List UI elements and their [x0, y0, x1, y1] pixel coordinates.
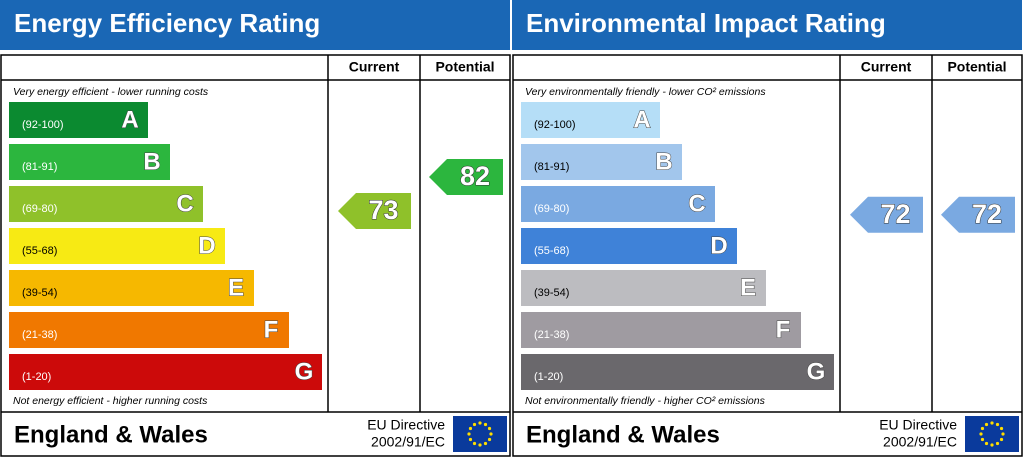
- rating-arrow: [429, 159, 503, 195]
- rating-arrow: [850, 196, 923, 233]
- band-range: (21-38): [22, 329, 57, 341]
- rating-value: 82: [460, 161, 490, 191]
- band-range: (81-91): [534, 161, 569, 173]
- band-letter: C: [688, 190, 705, 217]
- band-bar: [521, 354, 834, 390]
- eu-star: [487, 437, 492, 442]
- band-letter: F: [776, 316, 791, 343]
- band-letter: A: [633, 106, 650, 133]
- eu-star: [999, 437, 1004, 442]
- band-range: (39-54): [534, 287, 569, 299]
- band-range: (92-100): [22, 119, 64, 131]
- eu-star: [468, 437, 473, 442]
- eu-star: [472, 422, 477, 427]
- eu-star: [489, 432, 493, 436]
- eu-star: [999, 426, 1004, 431]
- rating-arrow: [338, 193, 411, 230]
- band-letter: F: [264, 316, 279, 343]
- column-header: Current: [861, 59, 912, 75]
- eu-star: [995, 422, 1000, 427]
- eu-star: [980, 437, 985, 442]
- eu-star: [979, 432, 983, 436]
- title-bar: [0, 0, 510, 50]
- band-letter: G: [807, 358, 826, 385]
- band-bar: [9, 312, 289, 348]
- column-header: Current: [349, 59, 400, 75]
- rating-value: 72: [880, 199, 910, 229]
- band-letter: B: [143, 148, 160, 175]
- band-letter: B: [655, 148, 672, 175]
- band-range: (69-80): [22, 203, 57, 215]
- footer-region: England & Wales: [14, 421, 208, 448]
- rating-value: 73: [368, 195, 398, 225]
- eu-star: [472, 441, 477, 446]
- eu-star: [980, 426, 985, 431]
- panel-title: Energy Efficiency Rating: [14, 8, 320, 38]
- band-bar: [9, 144, 170, 180]
- eu-star: [1001, 432, 1005, 436]
- panel: Environmental Impact Rating Current Potent…: [512, 0, 1023, 457]
- eu-star: [995, 441, 1000, 446]
- band-range: (1-20): [534, 371, 563, 383]
- bottom-note: Not environmentally friendly - higher CO…: [525, 395, 766, 407]
- rating-arrow: [941, 196, 1015, 233]
- band-bar: [521, 186, 715, 222]
- title-bar: [512, 0, 1022, 50]
- band-range: (39-54): [22, 287, 57, 299]
- panel: Energy Efficiency Rating Current Potential…: [0, 0, 511, 457]
- eu-star: [990, 443, 994, 447]
- top-note: Very environmentally friendly - lower CO…: [525, 86, 766, 98]
- eu-star: [984, 422, 989, 427]
- band-bar: [521, 312, 801, 348]
- band-letter: E: [740, 274, 756, 301]
- band-letter: A: [121, 106, 138, 133]
- footer-directive: 2002/91/EC: [371, 434, 445, 450]
- eu-star: [483, 422, 488, 427]
- eu-star: [984, 441, 989, 446]
- band-letter: D: [710, 232, 727, 259]
- band-letter: D: [198, 232, 215, 259]
- band-bar: [9, 354, 322, 390]
- band-range: (69-80): [534, 203, 569, 215]
- eu-star: [483, 441, 488, 446]
- eu-star: [990, 421, 994, 425]
- band-range: (1-20): [22, 371, 51, 383]
- rating-value: 72: [972, 199, 1002, 229]
- eu-star: [487, 426, 492, 431]
- band-bar: [9, 186, 203, 222]
- eu-flag: [453, 416, 507, 452]
- band-bar: [521, 144, 682, 180]
- band-range: (81-91): [22, 161, 57, 173]
- panel-title: Environmental Impact Rating: [526, 8, 886, 38]
- band-bar: [9, 228, 225, 264]
- band-bar: [521, 102, 660, 138]
- eu-star: [467, 432, 471, 436]
- band-bar: [521, 228, 737, 264]
- band-range: (55-68): [22, 245, 57, 257]
- band-range: (55-68): [534, 245, 569, 257]
- column-header: Potential: [947, 59, 1006, 75]
- band-letter: G: [295, 358, 314, 385]
- band-letter: E: [228, 274, 244, 301]
- eu-star: [468, 426, 473, 431]
- column-header: Potential: [435, 59, 494, 75]
- bottom-note: Not energy efficient - higher running co…: [13, 395, 208, 407]
- footer-directive: EU Directive: [879, 417, 957, 433]
- band-bar: [521, 270, 766, 306]
- top-note: Very energy efficient - lower running co…: [13, 86, 209, 98]
- band-bar: [9, 270, 254, 306]
- footer-region: England & Wales: [526, 421, 720, 448]
- eu-star: [478, 421, 482, 425]
- footer-directive: 2002/91/EC: [883, 434, 957, 450]
- band-range: (92-100): [534, 119, 576, 131]
- band-range: (21-38): [534, 329, 569, 341]
- footer-directive: EU Directive: [367, 417, 445, 433]
- eu-star: [478, 443, 482, 447]
- eu-flag: [965, 416, 1019, 452]
- band-letter: C: [176, 190, 193, 217]
- band-bar: [9, 102, 148, 138]
